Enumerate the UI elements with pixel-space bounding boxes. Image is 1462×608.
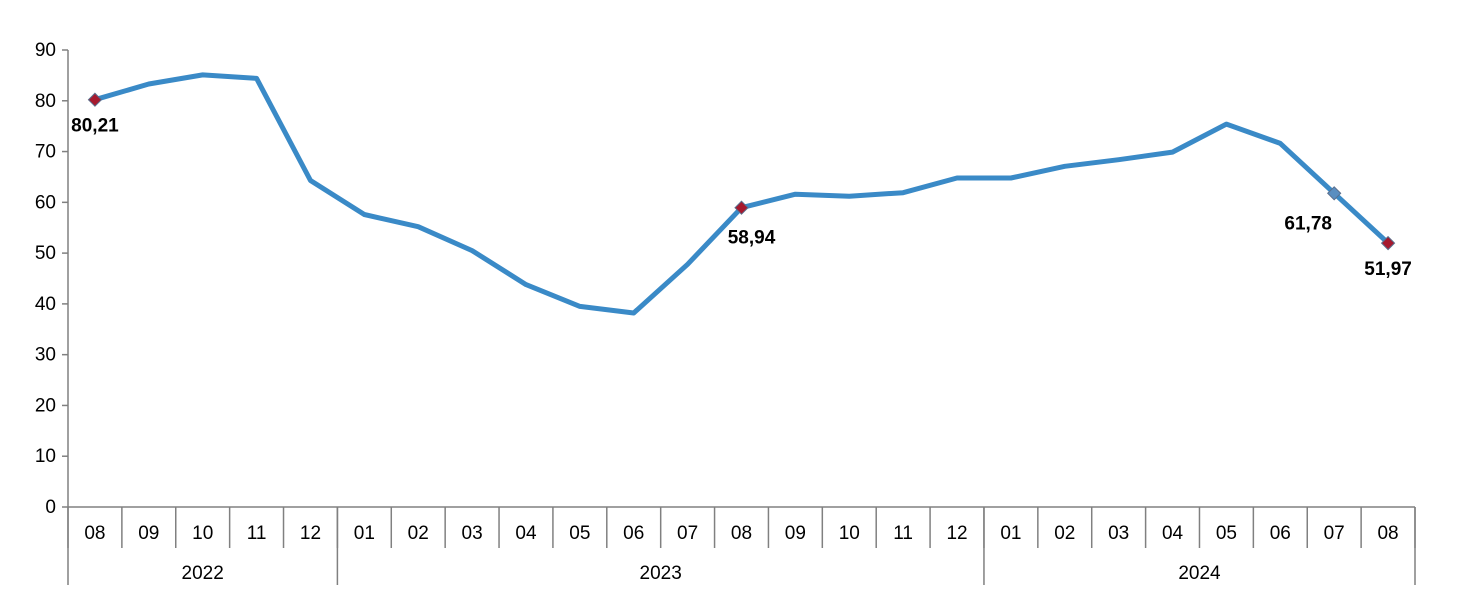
- series-layer: [92, 72, 1391, 316]
- x-tick-label: 05: [1216, 523, 1237, 544]
- highlight-marker: [1380, 235, 1396, 251]
- x-tick-label: 11: [893, 523, 913, 544]
- series-line: [92, 72, 1391, 316]
- x-tick-label: 10: [192, 523, 213, 544]
- x-tick-label: 04: [515, 523, 537, 544]
- x-tick-label: 08: [84, 523, 105, 544]
- data-point: [523, 282, 528, 287]
- y-tick-label: 0: [45, 497, 56, 518]
- data-point: [200, 72, 205, 77]
- data-label: 51,97: [1364, 259, 1412, 280]
- annotations-layer: 80,21 58,94 61,78 51,97: [71, 92, 1412, 280]
- x-tick-label: 11: [247, 523, 267, 544]
- x-tick-label: 12: [300, 523, 321, 544]
- x-tick-label: 12: [946, 523, 967, 544]
- y-tick-label: 10: [35, 446, 56, 467]
- x-tick-label: 04: [1162, 523, 1184, 544]
- x-tick-label: 07: [677, 523, 698, 544]
- data-label: 61,78: [1284, 213, 1332, 234]
- x-tick-label: 06: [1270, 523, 1291, 544]
- year-label: 2023: [640, 563, 682, 584]
- data-point: [955, 175, 960, 180]
- x-tick-label: 09: [785, 523, 806, 544]
- highlight-marker: [87, 92, 103, 107]
- data-point: [308, 178, 313, 183]
- data-point: [577, 304, 582, 309]
- data-point: [1116, 157, 1121, 162]
- data-point: [793, 192, 798, 197]
- x-tick-label: 10: [839, 523, 860, 544]
- data-point: [1062, 164, 1067, 169]
- data-point: [146, 82, 151, 87]
- data-point: [631, 311, 636, 316]
- data-point: [1278, 141, 1283, 146]
- data-point: [901, 190, 906, 195]
- y-tick-label: 30: [35, 345, 56, 366]
- x-tick-label: 02: [1054, 523, 1075, 544]
- x-tick-label: 01: [1000, 523, 1021, 544]
- x-tick-label: 05: [569, 523, 590, 544]
- data-point: [1008, 175, 1013, 180]
- x-tick-label: 08: [731, 523, 752, 544]
- x-tick-label: 03: [1108, 523, 1129, 544]
- x-tick-label: 07: [1324, 523, 1345, 544]
- data-label: 80,21: [71, 116, 119, 137]
- highlight-marker: [734, 200, 749, 215]
- y-tick-label: 50: [35, 243, 56, 264]
- x-tick-label: 02: [408, 523, 429, 544]
- x-tick-label: 03: [462, 523, 483, 544]
- y-tick-label: 20: [35, 395, 56, 416]
- data-point: [685, 262, 690, 267]
- y-axis: 0 10 20 30 40 50 60 70 80 90: [35, 40, 69, 518]
- data-point: [847, 194, 852, 199]
- y-tick-label: 60: [35, 192, 56, 213]
- y-tick-label: 80: [35, 91, 56, 112]
- y-tick-label: 70: [35, 142, 56, 163]
- y-tick-label: 40: [35, 294, 56, 315]
- data-point: [254, 76, 259, 81]
- data-point: [1224, 122, 1229, 127]
- year-label: 2024: [1178, 563, 1221, 584]
- highlight-marker: [1326, 186, 1342, 201]
- data-point: [470, 248, 475, 253]
- x-tick-label: 06: [623, 523, 644, 544]
- x-tick-label: 08: [1377, 523, 1398, 544]
- x-tick-label: 01: [354, 523, 375, 544]
- x-axis: 08 09 10 11 12 01 02 03 04 05 06 07 08 09 10 11 12 01 02 03…: [67, 506, 1416, 585]
- data-label: 58,94: [728, 228, 776, 249]
- x-tick-label: 09: [138, 523, 159, 544]
- data-point: [1170, 150, 1175, 155]
- year-label: 2022: [182, 563, 224, 584]
- y-tick-label: 90: [35, 40, 56, 61]
- data-point: [362, 212, 367, 217]
- data-point: [416, 224, 421, 229]
